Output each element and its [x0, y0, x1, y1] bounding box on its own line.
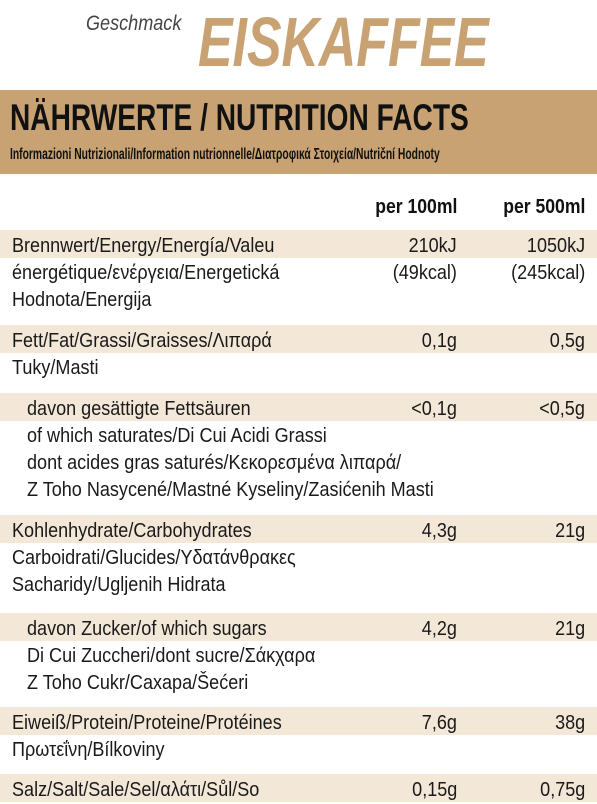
row-label-line: Salz/Salt/Sale/Sel/αλάτι/Sůl/So — [12, 778, 260, 801]
row-label-line: Fett/Fat/Grassi/Graisses/Λιπαρά — [12, 329, 272, 352]
row-band — [0, 613, 597, 641]
row-label-line: of which saturates/Di Cui Acidi Grassi — [27, 424, 327, 447]
value-per-100ml: 4,3g — [421, 519, 457, 542]
value-per-500ml: 21g — [554, 617, 585, 640]
value-per-100ml: 210kJ — [408, 234, 457, 257]
row-band — [0, 774, 597, 802]
title-prefix: Geschmack — [86, 12, 182, 35]
product-title: Geschmack EISKAFFEE — [0, 0, 597, 90]
row-band — [0, 707, 597, 735]
row-label-line: Sacharidy/Ugljenih Hidrata — [12, 573, 226, 596]
value-per-100ml: 0,15g — [411, 778, 457, 801]
value-per-100ml-kcal: (49kcal) — [392, 261, 457, 284]
value-per-500ml: 21g — [554, 519, 585, 542]
row-band — [0, 515, 597, 543]
column-header-per-100ml: per 100ml — [374, 196, 457, 218]
row-label-line: Z Toho Cukr/Caxapa/Šećeri — [27, 671, 249, 694]
value-per-500ml: 0,75g — [539, 778, 585, 801]
row-label-line: Z Toho Nasycené/Mastné Kyseliny/Zasićeni… — [27, 478, 434, 501]
value-per-500ml: 38g — [554, 711, 585, 734]
row-label-line: Hodnota/Energija — [12, 288, 152, 311]
row-label-line: davon gesättigte Fettsäuren — [27, 397, 251, 420]
row-band — [0, 393, 597, 421]
value-per-500ml: 0,5g — [549, 329, 585, 352]
row-label-line: Πρωτεΐνη/Bílkoviny — [12, 738, 165, 761]
row-band — [0, 230, 597, 258]
row-label-line: Eiweiß/Protein/Proteine/Protéines — [12, 711, 282, 734]
nutrition-header-subtitle: Informazioni Nutrizionali/Information nu… — [10, 146, 440, 163]
nutrition-header-title: NÄHRWERTE / NUTRITION FACTS — [10, 97, 469, 138]
row-label-line: Carboidrati/Glucides/Υδατάνθρακες — [12, 546, 296, 569]
row-label-line: Di Cui Zuccheri/dont sucre/Σάκχαρα — [27, 644, 316, 667]
value-per-500ml: <0,5g — [539, 397, 585, 420]
row-label-line: énergétique/ενέργεια/Energetická — [12, 261, 280, 284]
value-per-100ml: <0,1g — [411, 397, 457, 420]
value-per-100ml: 4,2g — [421, 617, 457, 640]
row-label-line: davon Zucker/of which sugars — [27, 617, 267, 640]
value-per-500ml-kcal: (245kcal) — [510, 261, 585, 284]
row-label-line: Kohlenhydrate/Carbohydrates — [12, 519, 252, 542]
value-per-500ml: 1050kJ — [526, 234, 585, 257]
row-band — [0, 325, 597, 353]
nutrition-header-band — [0, 90, 597, 174]
row-label-line: dont acides gras saturés/Κεκορεσμένα λιπ… — [27, 451, 402, 474]
value-per-100ml: 7,6g — [421, 711, 457, 734]
row-label-line: Brennwert/Energy/Energía/Valeu — [12, 234, 275, 257]
row-label-line: Tuky/Masti — [12, 356, 99, 379]
title-main: EISKAFFEE — [198, 3, 489, 81]
column-header-per-500ml: per 500ml — [502, 196, 585, 218]
value-per-100ml: 0,1g — [421, 329, 457, 352]
